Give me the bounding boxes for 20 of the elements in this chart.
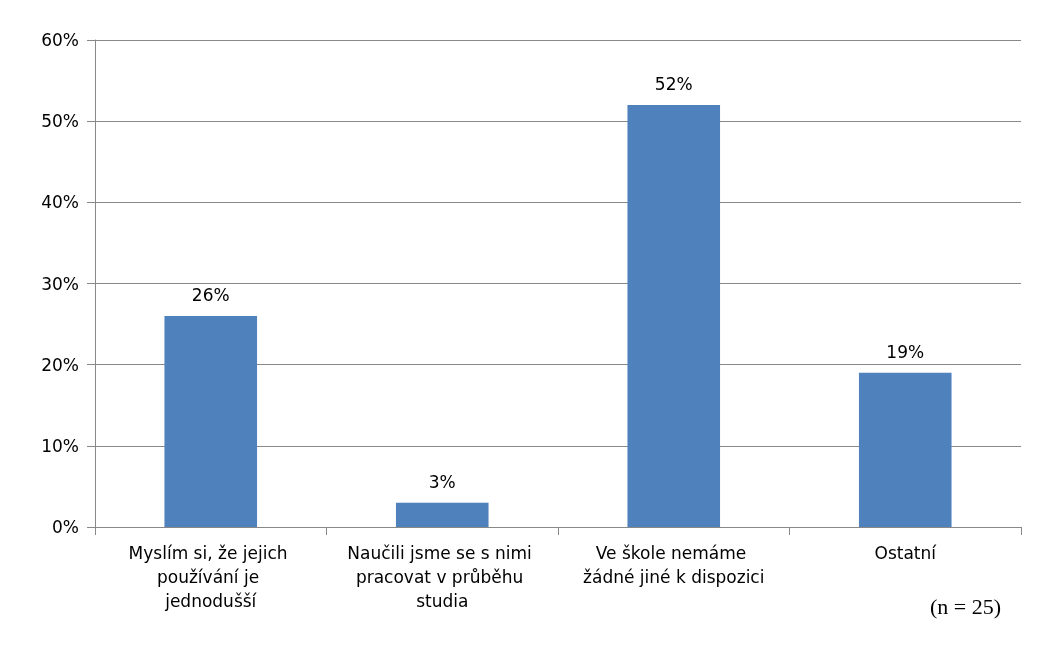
y-tick-label: 20% <box>41 354 79 375</box>
bar <box>395 502 489 527</box>
bar <box>164 315 258 527</box>
y-tick-label: 0% <box>52 517 79 537</box>
x-tick-label: Ostatní <box>874 543 938 563</box>
y-tick-label: 40% <box>41 192 79 213</box>
y-tick-label: 50% <box>41 111 79 132</box>
x-tick-label: Naučili jsme se s nimi pracovat v průběhu studia <box>347 543 538 611</box>
bar <box>858 372 952 527</box>
y-tick-label: 30% <box>41 273 79 294</box>
y-tick-label: 10% <box>41 435 79 456</box>
data-label: 19% <box>886 342 925 363</box>
x-tick-label: Ve škole nemáme žádné jiné k dispozici <box>583 543 765 587</box>
y-tick-label: 60% <box>41 30 79 50</box>
data-label: 3% <box>428 472 456 493</box>
data-label: 26% <box>191 285 230 306</box>
x-tick-label: Myslím si, že jejich používání je jednodušší <box>128 543 293 611</box>
data-label: 52% <box>654 74 693 95</box>
bar <box>627 104 721 527</box>
text: (n = 25) <box>929 594 1001 620</box>
